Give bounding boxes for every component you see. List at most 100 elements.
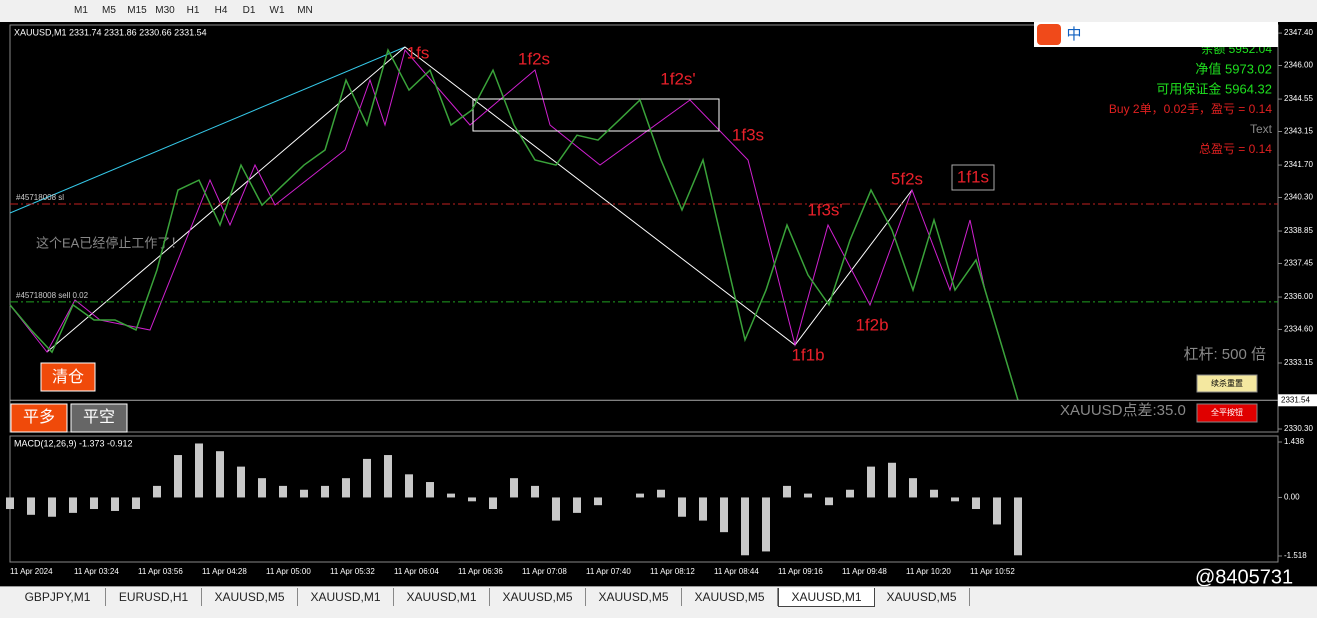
macd-bar [741, 497, 749, 556]
macd-bar [174, 455, 182, 498]
macd-bar [846, 489, 854, 498]
y-tick-label: -1.518 [1284, 551, 1307, 560]
close-all-button[interactable]: 清仓 [40, 362, 96, 392]
wave-label: 1f2s [518, 49, 550, 68]
x-tick-label: 11 Apr 03:56 [138, 567, 183, 576]
timeframe-button[interactable]: M15 [127, 5, 147, 16]
x-tick-label: 11 Apr 05:00 [266, 567, 311, 576]
macd-bar [531, 485, 539, 498]
chart-tab[interactable]: XAUUSD,M5 [202, 588, 298, 606]
equity: 净值 5973.02 [1195, 61, 1272, 76]
button-label: 续杀重置 [1211, 378, 1243, 388]
button-label: 平空 [83, 408, 115, 426]
close-all-small-button[interactable]: 全平按钮 [1196, 403, 1258, 423]
macd-bar [300, 489, 308, 498]
y-tick-label: 2341.70 [1284, 160, 1313, 169]
label-box [951, 164, 995, 191]
ea-notice: 这个EA已经停止工作了！ [36, 235, 183, 250]
y-tick-label: 2337.45 [1284, 259, 1313, 268]
wave-label: 5f2s [891, 169, 923, 188]
spread: XAUUSD点差:35.0 [1060, 402, 1186, 419]
y-tick-label: 2344.55 [1284, 94, 1313, 103]
timeframe-button[interactable]: H4 [214, 5, 228, 16]
wave-label: 1fs [407, 43, 430, 62]
watermark: @8405731 [1195, 566, 1293, 586]
macd-bar [720, 497, 728, 533]
free-margin: 可用保证金 5964.32 [1156, 81, 1272, 96]
chart-tab[interactable]: XAUUSD,M5 [586, 588, 682, 606]
macd-bar [1014, 497, 1022, 556]
timeframe-button[interactable]: M1 [74, 5, 88, 16]
macd-bar [342, 478, 350, 498]
timeframe-button[interactable]: M5 [102, 5, 116, 16]
chart-tab[interactable]: XAUUSD,M1 [298, 588, 394, 606]
y-tick-label: 2347.40 [1284, 28, 1313, 37]
macd-bar [447, 493, 455, 498]
button-label: 全平按钮 [1211, 407, 1243, 417]
price-line [9, 47, 1019, 401]
button-label: 清仓 [52, 368, 84, 386]
macd-bar [909, 478, 917, 498]
orders-info: Buy 2单，0.02手，盈亏 = 0.14 [1109, 102, 1272, 116]
macd-bar [510, 478, 518, 498]
x-tick-label: 11 Apr 05:32 [330, 567, 375, 576]
macd-bar [27, 497, 35, 515]
macd-bar [804, 493, 812, 498]
wave-label: 1f1b [791, 345, 824, 364]
x-tick-label: 11 Apr 08:12 [650, 567, 695, 576]
y-tick-label: 2346.00 [1284, 61, 1313, 70]
macd-bar [90, 497, 98, 510]
chart-tab[interactable]: XAUUSD,M5 [490, 588, 586, 606]
macd-bar [762, 497, 770, 552]
macd-bar [489, 497, 497, 510]
last-price-box [1278, 394, 1317, 407]
chart-tab[interactable]: XAUUSD,M1 [394, 588, 490, 606]
macd-bar [573, 497, 581, 513]
chart-tab[interactable]: EURUSD,H1 [106, 588, 202, 606]
wave-label: 1f2s' [660, 69, 695, 88]
macd-bar [216, 451, 224, 498]
chart-tab[interactable]: XAUUSD,M5 [874, 588, 970, 606]
x-tick-label: 11 Apr 09:48 [842, 567, 887, 576]
macd-bar [363, 458, 371, 498]
wave-line [46, 46, 913, 353]
macd-bar [111, 497, 119, 511]
macd-bar [678, 497, 686, 517]
macd-bar [825, 497, 833, 506]
macd-bar [867, 466, 875, 498]
reset-button[interactable]: 续杀重置 [1196, 374, 1258, 393]
close-long-button[interactable]: 平多 [10, 403, 68, 433]
wave-label: 1f1s [957, 167, 989, 186]
x-tick-label: 11 Apr 08:44 [714, 567, 759, 576]
chart-tabs: GBPJPY,M1 EURUSD,H1 XAUUSD,M5 XAUUSD,M1 XAUU… [0, 586, 1317, 618]
timeframe-button[interactable]: H1 [186, 5, 200, 16]
macd-bar [405, 474, 413, 498]
chart-tab[interactable]: GBPJPY,M1 [10, 588, 106, 606]
timeframe-button[interactable]: MN [297, 5, 313, 16]
macd-bar [6, 497, 14, 510]
ime-bar [1034, 22, 1278, 47]
macd-bar [132, 497, 140, 510]
ime-logo [1037, 24, 1061, 45]
close-short-button[interactable]: 平空 [70, 403, 128, 433]
y-tick-label: 2343.15 [1284, 127, 1313, 136]
timeframe-button[interactable]: D1 [242, 5, 256, 16]
x-tick-label: 11 Apr 09:16 [778, 567, 823, 576]
macd-bar [426, 482, 434, 498]
x-tick-label: 11 Apr 07:40 [586, 567, 631, 576]
macd-bar [69, 497, 77, 513]
timeframe-button[interactable]: W1 [269, 5, 285, 16]
macd-bar [951, 497, 959, 502]
range-box [472, 98, 720, 132]
y-tick-label: 2336.00 [1284, 292, 1313, 301]
macd-bar [258, 478, 266, 498]
zigzag-line [9, 48, 1019, 401]
chart-tab[interactable]: XAUUSD,M1 [778, 588, 875, 607]
wave-label: 1f3s' [807, 200, 842, 219]
x-tick-label: 11 Apr 10:20 [906, 567, 951, 576]
text-label: Text [1250, 122, 1273, 136]
macd-bar [636, 493, 644, 498]
x-tick-label: 11 Apr 04:28 [202, 567, 247, 576]
timeframe-button[interactable]: M30 [155, 5, 175, 16]
chart-tab[interactable]: XAUUSD,M5 [682, 588, 778, 606]
